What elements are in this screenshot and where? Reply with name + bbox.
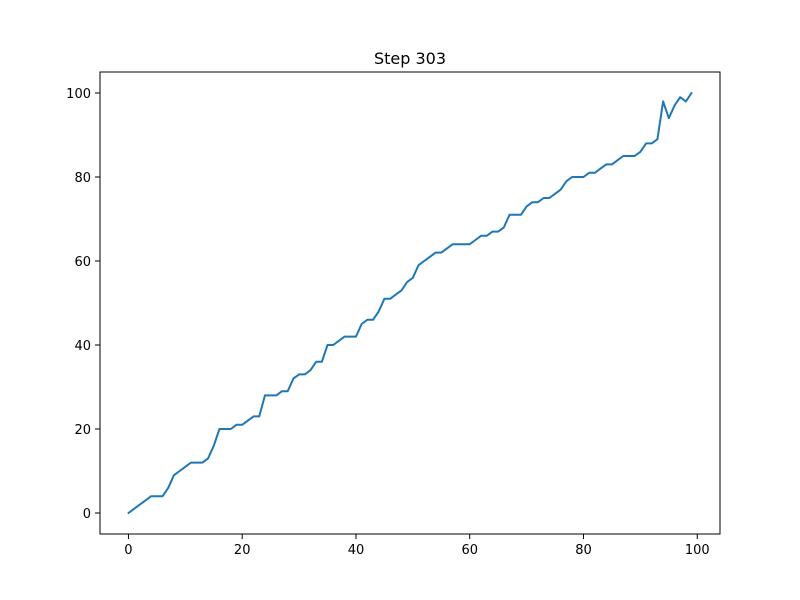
x-tick-label: 100 [685,543,710,558]
y-tick-label: 100 [66,87,91,102]
y-tick-label: 20 [74,423,91,438]
x-tick-label: 40 [348,543,365,558]
chart-title: Step 303 [374,49,446,68]
y-tick-label: 0 [83,507,91,522]
x-axis: 0 20 40 60 80 100 [124,534,710,558]
axes-frame [99,71,721,535]
y-axis: 0 20 40 60 80 100 [66,87,100,522]
series-line-0 [127,92,693,514]
x-tick-label: 0 [124,543,132,558]
y-tick-label: 60 [74,255,91,270]
x-tick-label: 20 [234,543,251,558]
x-tick-label: 60 [461,543,478,558]
x-tick-label: 80 [575,543,592,558]
y-tick-label: 40 [74,339,91,354]
y-tick-label: 80 [74,171,91,186]
series-layer [127,92,693,514]
